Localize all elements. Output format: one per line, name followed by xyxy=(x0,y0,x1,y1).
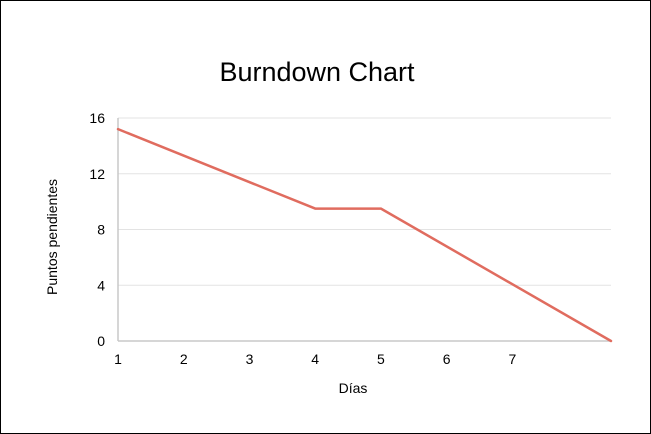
x-tick-label: 5 xyxy=(377,351,385,367)
axes xyxy=(117,118,611,342)
x-tick-label: 4 xyxy=(311,351,319,367)
chart-title: Burndown Chart xyxy=(219,57,415,87)
y-tick-label: 0 xyxy=(97,333,105,349)
series-line-0 xyxy=(116,127,613,343)
x-tick-label: 2 xyxy=(180,351,188,367)
x-tick-label: 6 xyxy=(443,351,451,367)
series-lines xyxy=(116,127,613,343)
x-tick-labels: 1 2 3 4 5 6 7 xyxy=(114,351,516,367)
x-axis-label: Días xyxy=(339,380,368,396)
x-tick-label: 7 xyxy=(509,351,517,367)
y-tick-label: 16 xyxy=(89,110,105,126)
x-tick-label: 1 xyxy=(114,351,122,367)
y-axis-label: Puntos pendientes xyxy=(44,179,60,295)
y-tick-label: 4 xyxy=(97,277,105,293)
y-tick-label: 8 xyxy=(97,222,105,238)
y-tick-label: 12 xyxy=(89,166,105,182)
y-tick-labels: 0 4 8 12 16 xyxy=(89,110,105,349)
x-tick-label: 3 xyxy=(246,351,254,367)
gridlines xyxy=(118,117,611,286)
